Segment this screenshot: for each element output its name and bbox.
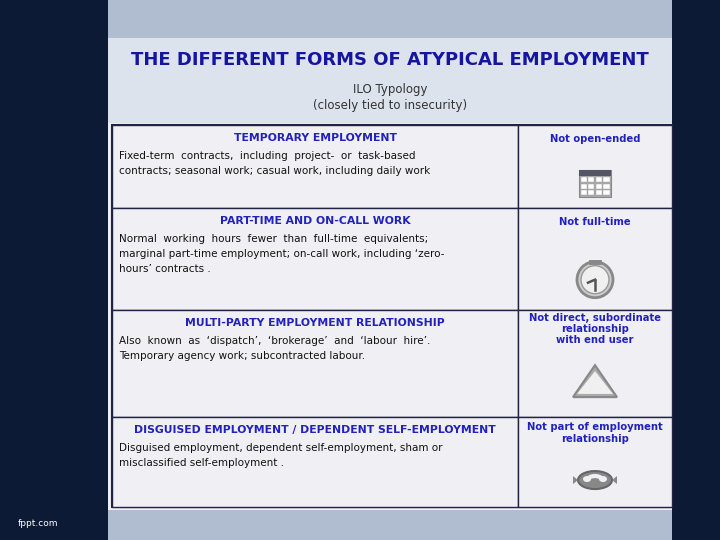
Polygon shape: [577, 371, 613, 394]
Bar: [108, 38, 672, 123]
Bar: [518, 125, 672, 208]
Polygon shape: [612, 476, 617, 484]
Text: DISGUISED EMPLOYMENT / DEPENDENT SELF-EMPLOYMENT: DISGUISED EMPLOYMENT / DEPENDENT SELF-EM…: [134, 425, 496, 435]
Bar: [603, 177, 610, 182]
Ellipse shape: [599, 476, 607, 482]
Bar: [580, 190, 587, 195]
Bar: [518, 417, 672, 507]
Bar: [603, 184, 610, 189]
Bar: [112, 125, 672, 507]
Polygon shape: [573, 365, 617, 397]
Bar: [518, 310, 672, 417]
Text: THE DIFFERENT FORMS OF ATYPICAL EMPLOYMENT: THE DIFFERENT FORMS OF ATYPICAL EMPLOYME…: [131, 51, 649, 69]
Text: Disguised employment, dependent self-employment, sham or
misclassified self-empl: Disguised employment, dependent self-emp…: [119, 443, 443, 468]
Bar: [588, 184, 594, 189]
Bar: [672, 0, 720, 540]
Bar: [579, 170, 611, 197]
Bar: [108, 510, 672, 540]
Text: Fixed-term  contracts,  including  project-  or  task-based
contracts; seasonal : Fixed-term contracts, including project-…: [119, 151, 431, 176]
Bar: [580, 184, 587, 189]
Text: with end user: with end user: [557, 335, 634, 345]
Bar: [580, 177, 587, 182]
Bar: [595, 184, 602, 189]
Polygon shape: [573, 476, 578, 484]
Text: ILO Typology: ILO Typology: [353, 83, 427, 96]
Bar: [588, 177, 594, 182]
Text: fppt.com: fppt.com: [18, 519, 58, 529]
Bar: [108, 0, 672, 38]
Circle shape: [577, 262, 613, 298]
Ellipse shape: [578, 471, 612, 489]
Bar: [112, 310, 518, 417]
Circle shape: [581, 266, 609, 294]
Text: relationship: relationship: [561, 434, 629, 444]
Text: PART-TIME AND ON-CALL WORK: PART-TIME AND ON-CALL WORK: [220, 216, 410, 226]
Bar: [518, 208, 672, 310]
Bar: [595, 177, 602, 182]
Text: MULTI-PARTY EMPLOYMENT RELATIONSHIP: MULTI-PARTY EMPLOYMENT RELATIONSHIP: [185, 318, 445, 328]
Bar: [0, 0, 108, 540]
Bar: [112, 125, 518, 208]
Text: Also  known  as  ‘dispatch’,  ‘brokerage’  and  ‘labour  hire’.
Temporary agency: Also known as ‘dispatch’, ‘brokerage’ an…: [119, 336, 431, 361]
Bar: [595, 190, 602, 195]
Text: Not full-time: Not full-time: [559, 217, 631, 227]
Text: relationship: relationship: [561, 325, 629, 334]
Text: TEMPORARY EMPLOYMENT: TEMPORARY EMPLOYMENT: [233, 133, 397, 143]
Bar: [112, 417, 518, 507]
Bar: [579, 170, 611, 176]
Bar: [603, 190, 610, 195]
Bar: [588, 190, 594, 195]
Bar: [112, 208, 518, 310]
Ellipse shape: [583, 476, 591, 482]
Text: (closely tied to insecurity): (closely tied to insecurity): [313, 98, 467, 111]
Text: Not open-ended: Not open-ended: [550, 134, 640, 144]
Text: Normal  working  hours  fewer  than  full-time  equivalents;
marginal part-time : Normal working hours fewer than full-tim…: [119, 234, 444, 274]
Text: Not part of employment: Not part of employment: [527, 422, 663, 432]
Text: Not direct, subordinate: Not direct, subordinate: [529, 313, 661, 323]
